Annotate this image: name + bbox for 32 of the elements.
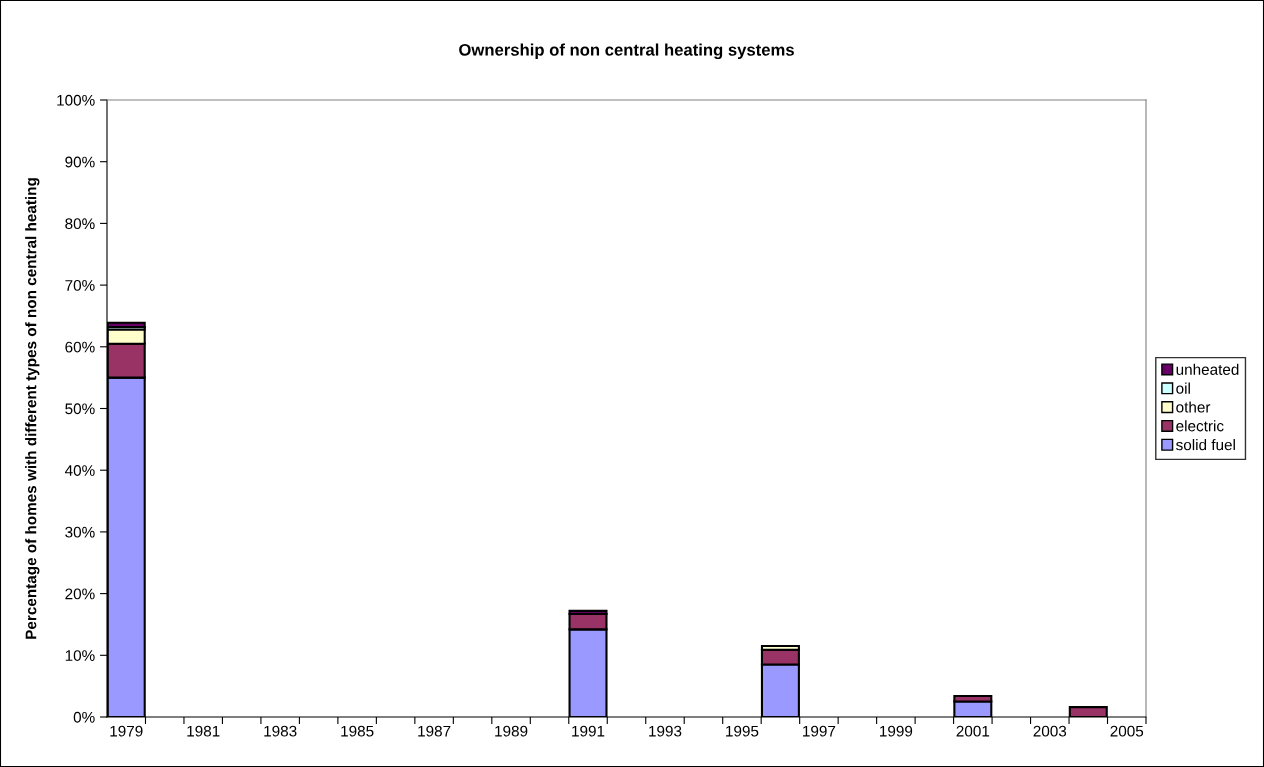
y-tick-label: 60% <box>65 341 95 353</box>
y-tick-label: 0% <box>73 711 95 723</box>
legend-label: oil <box>1176 382 1190 394</box>
x-tick-label: 1979 <box>110 725 143 737</box>
y-tick-label: 80% <box>65 218 95 230</box>
legend-label: other <box>1176 401 1211 413</box>
x-tick-label: 1991 <box>572 725 605 737</box>
y-tick-label: 40% <box>64 465 95 476</box>
y-axis-title: Percentage of homes with different types of non central heating <box>25 178 40 639</box>
y-tick-label: 50% <box>65 403 95 415</box>
x-tick-label: 1993 <box>649 725 682 737</box>
legend-label: unheated <box>1176 363 1239 375</box>
legend-label: electric <box>1176 420 1224 432</box>
x-tick-label: 1987 <box>418 725 451 737</box>
x-tick-label: 1995 <box>726 725 759 737</box>
y-tick-label: 100% <box>57 94 95 106</box>
y-tick-label: 30% <box>65 526 95 538</box>
x-tick-label: 1981 <box>187 725 220 737</box>
y-tick-label: 70% <box>65 279 95 291</box>
y-tick-label: 10% <box>65 650 95 661</box>
x-tick-label: 2001 <box>956 725 990 737</box>
x-tick-label: 1997 <box>803 725 836 737</box>
legend-label: solid fuel <box>1176 439 1235 451</box>
chart-title: Ownership of non central heating systems <box>459 43 794 60</box>
x-tick-label: 2005 <box>1110 725 1144 737</box>
x-tick-label: 1985 <box>341 725 374 737</box>
x-tick-label: 2003 <box>1033 725 1067 737</box>
y-tick-label: 90% <box>65 156 95 168</box>
x-tick-label: 1983 <box>264 725 297 737</box>
x-tick-label: 1989 <box>495 725 528 737</box>
y-tick-label: 20% <box>65 588 95 600</box>
x-tick-label: 1999 <box>880 725 913 737</box>
